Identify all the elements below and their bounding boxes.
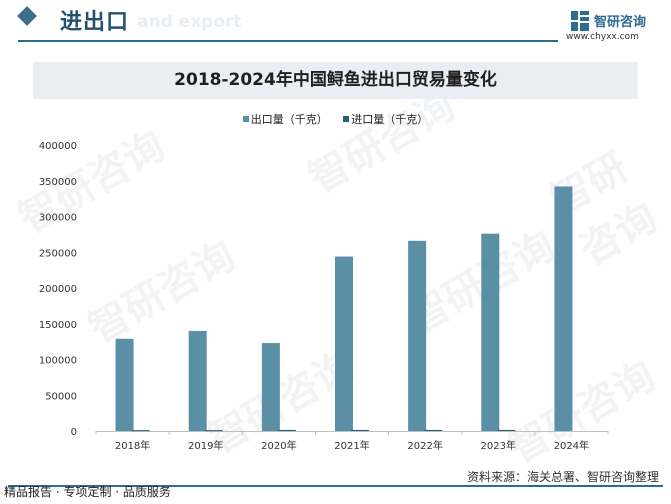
y-tick-label: 0	[71, 427, 77, 438]
chart-title: 2018-2024年中国鲟鱼进出口贸易量变化	[174, 70, 497, 90]
bar-export	[335, 256, 353, 431]
legend-swatch-export	[242, 116, 249, 122]
bar-export	[115, 338, 134, 431]
y-tick-label: 400000	[39, 141, 77, 152]
legend-item-export: 出口量（千克）	[242, 111, 328, 127]
y-tick-label: 50000	[45, 391, 77, 402]
y-tick-label: 350000	[39, 177, 77, 188]
bar-export	[554, 186, 573, 431]
x-tick-label: 2022年	[407, 439, 442, 452]
legend-label-export: 出口量（千克）	[250, 113, 328, 126]
data-source: 资料来源：海关总署、智研咨询整理	[466, 470, 659, 484]
y-tick-label: 300000	[39, 213, 77, 224]
x-tick-label: 2021年	[334, 439, 369, 452]
footer-divider	[8, 485, 663, 487]
bar-import	[131, 430, 150, 432]
x-tick-label: 2019年	[188, 439, 223, 452]
chart-title-box: 2018-2024年中国鲟鱼进出口贸易量变化	[33, 62, 638, 99]
bar-import	[351, 429, 369, 431]
x-tick-label: 2024年	[554, 439, 589, 452]
y-tick-label: 100000	[39, 356, 77, 367]
header: 进出口 and export 智研咨询 www.chyxx.com	[0, 0, 671, 44]
bar-export	[481, 233, 500, 431]
bar-export	[261, 343, 280, 431]
bar-import	[277, 429, 296, 431]
brand-url: www.chyxx.com	[566, 32, 639, 42]
legend-item-import: 进口量（千克）	[343, 111, 428, 127]
bar-import	[497, 429, 516, 431]
footer: 资料来源：海关总署、智研咨询整理 精品报告 · 专项定制 · 品质服务	[0, 466, 671, 504]
bar-export	[188, 330, 207, 431]
legend-label-import: 进口量（千克）	[351, 113, 429, 126]
legend-swatch-import	[343, 116, 350, 122]
y-tick-label: 250000	[39, 248, 77, 259]
bar-import	[204, 430, 223, 432]
y-tick-label: 150000	[39, 320, 77, 331]
section-title: 进出口	[60, 10, 130, 35]
brand-name: 智研咨询	[594, 15, 647, 30]
bar-export	[408, 240, 427, 431]
bar-import	[424, 429, 443, 431]
y-tick-label: 200000	[39, 284, 77, 295]
footer-slogan: 精品报告 · 专项定制 · 品质服务	[4, 485, 171, 499]
x-tick-label: 2023年	[481, 439, 516, 452]
section-subtitle: and export	[137, 12, 242, 32]
chart-legend: 出口量（千克） 进口量（千克）	[0, 111, 671, 127]
x-tick-label: 2020年	[261, 439, 296, 452]
x-tick-label: 2018年	[115, 439, 150, 452]
brand-logo-icon	[571, 11, 589, 31]
brand-logo: 智研咨询 www.chyxx.com	[566, 7, 665, 43]
header-divider	[18, 40, 558, 42]
